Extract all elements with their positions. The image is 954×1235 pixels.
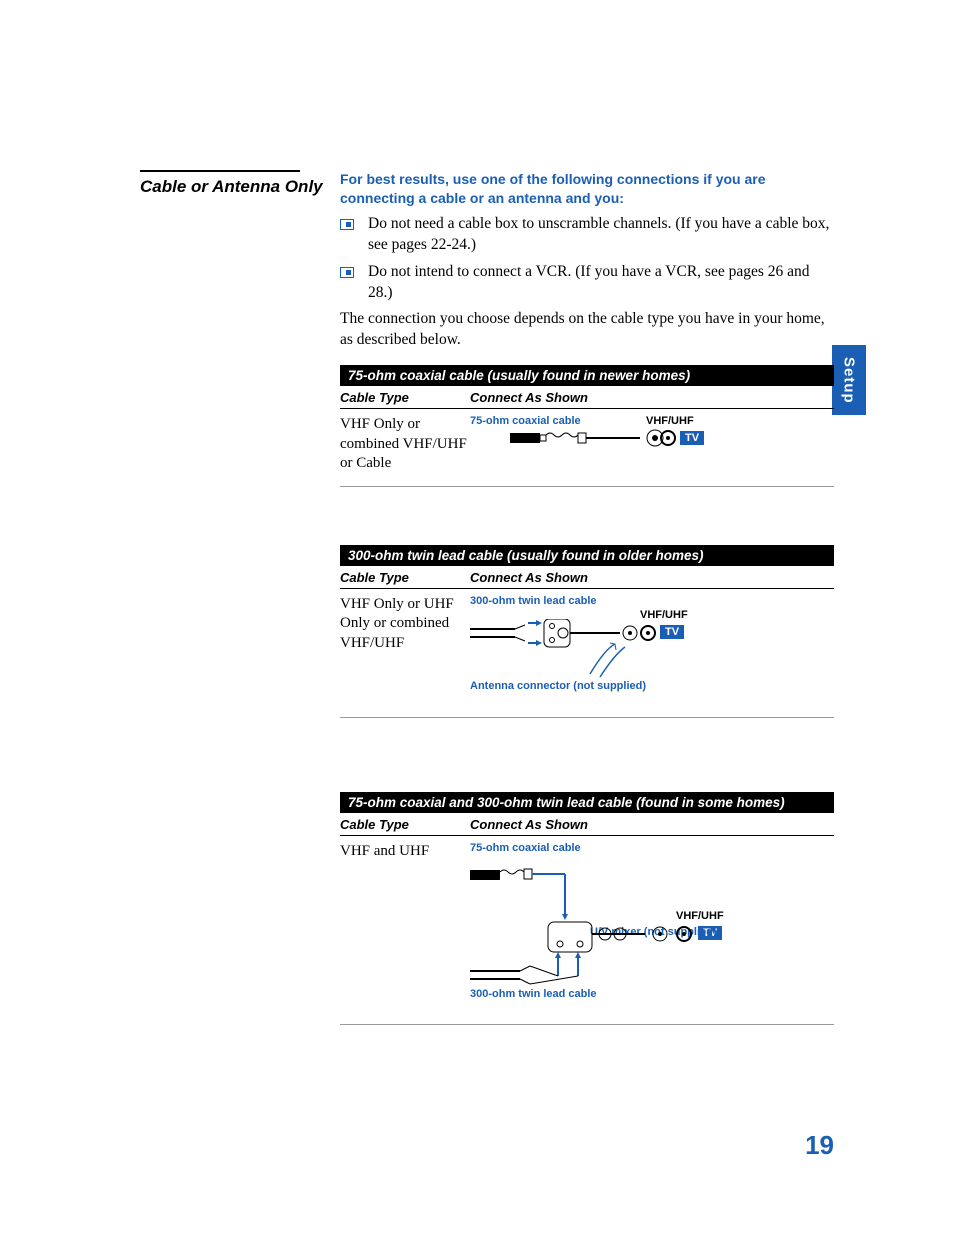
combo-diagram-svg xyxy=(470,866,750,1016)
column-headers: Cable Type Connect As Shown xyxy=(340,813,834,836)
col-head-1: Cable Type xyxy=(340,570,470,585)
page-content: Cable or Antenna Only For best results, … xyxy=(0,0,954,1025)
left-column: Cable or Antenna Only xyxy=(140,170,330,197)
bullet-text: Do not intend to connect a VCR. (If you … xyxy=(368,262,834,304)
section-heading: Cable or Antenna Only xyxy=(140,176,330,197)
section2-row: VHF Only or UHF Only or combined VHF/UHF… xyxy=(340,589,834,718)
col-head-2: Connect As Shown xyxy=(470,817,588,832)
twinlead-diagram-svg xyxy=(470,619,730,709)
section1-cabletype: VHF Only or combined VHF/UHF or Cable xyxy=(340,415,470,474)
bullet-icon xyxy=(340,219,354,230)
section2-diagram: 300-ohm twin lead cable VHF/UHF TV Anten… xyxy=(470,595,834,705)
heading-rule xyxy=(140,170,300,172)
col-head-1: Cable Type xyxy=(340,817,470,832)
section1-row: VHF Only or combined VHF/UHF or Cable 75… xyxy=(340,409,834,487)
section3-cabletype: VHF and UHF xyxy=(340,842,470,1012)
column-headers: Cable Type Connect As Shown xyxy=(340,566,834,589)
coax-diagram-svg xyxy=(510,425,770,465)
bullet-text: Do not need a cable box to unscramble ch… xyxy=(368,214,834,256)
section3-row: VHF and UHF 75-ohm coaxial cable VHF/UHF… xyxy=(340,836,834,1025)
section1-bar: 75-ohm coaxial cable (usually found in n… xyxy=(340,365,834,386)
label-75ohm: 75-ohm coaxial cable xyxy=(470,842,581,855)
section2-cabletype: VHF Only or UHF Only or combined VHF/UHF xyxy=(340,595,470,705)
section3-diagram: 75-ohm coaxial cable VHF/UHF TV U/V mixe… xyxy=(470,842,834,1012)
col-head-1: Cable Type xyxy=(340,390,470,405)
right-column: For best results, use one of the followi… xyxy=(340,170,834,1025)
bullet-item: Do not need a cable box to unscramble ch… xyxy=(340,214,834,256)
section2-bar: 300-ohm twin lead cable (usually found i… xyxy=(340,545,834,566)
bullet-icon xyxy=(340,267,354,278)
section3-bar: 75-ohm coaxial and 300-ohm twin lead cab… xyxy=(340,792,834,813)
body-paragraph: The connection you choose depends on the… xyxy=(340,309,834,351)
column-headers: Cable Type Connect As Shown xyxy=(340,386,834,409)
page-number: 19 xyxy=(805,1130,834,1161)
section1-diagram: 75-ohm coaxial cable VHF/UHF TV xyxy=(470,415,834,471)
intro-text: For best results, use one of the followi… xyxy=(340,170,834,208)
label-300ohm: 300-ohm twin lead cable xyxy=(470,595,597,608)
col-head-2: Connect As Shown xyxy=(470,390,588,405)
col-head-2: Connect As Shown xyxy=(470,570,588,585)
bullet-item: Do not intend to connect a VCR. (If you … xyxy=(340,262,834,304)
